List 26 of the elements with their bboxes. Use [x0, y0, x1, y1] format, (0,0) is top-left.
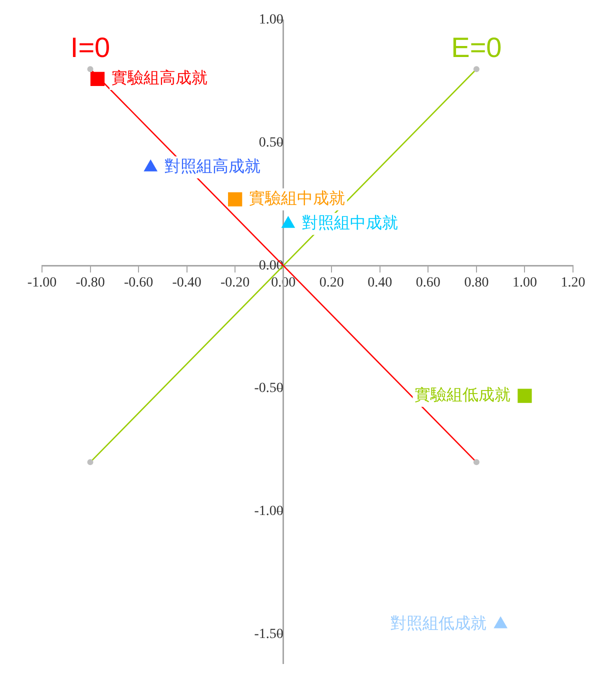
y-tick-label: -1.00 [254, 504, 284, 519]
x-tick-label: -1.00 [27, 276, 57, 291]
y-tick-label: -1.50 [254, 626, 284, 642]
x-tick-label: 0.80 [464, 276, 489, 291]
y-tick-label: -0.50 [254, 381, 284, 396]
series-label: E=0 [451, 32, 502, 63]
x-tick-label: 0.60 [416, 276, 440, 291]
y-tick-label: 0.50 [258, 135, 284, 150]
series-label: 實驗組低成就 [414, 385, 511, 404]
series-label: 實驗組高成就 [112, 68, 208, 88]
point [228, 192, 242, 206]
series-label: 實驗組中成就 [249, 188, 346, 208]
series-label: 對照組低成就 [390, 613, 487, 632]
series-label: 對照組中成就 [302, 213, 398, 232]
x-tick-label: -0.80 [76, 276, 105, 291]
x-tick-label: 0.40 [368, 276, 392, 291]
x-tick-label: 1.00 [512, 276, 537, 291]
series-label: I=0 [70, 32, 110, 63]
x-tick-label: -0.20 [220, 276, 250, 291]
y-tick-label: 1.00 [258, 12, 284, 28]
x-tick-label: -0.60 [124, 276, 154, 291]
x-tick-label: 0.20 [319, 276, 344, 291]
x-tick-label: -0.40 [172, 276, 202, 291]
point [518, 388, 532, 403]
series-label: 對照組高成就 [164, 156, 261, 176]
x-tick-label: 1.20 [560, 276, 586, 291]
